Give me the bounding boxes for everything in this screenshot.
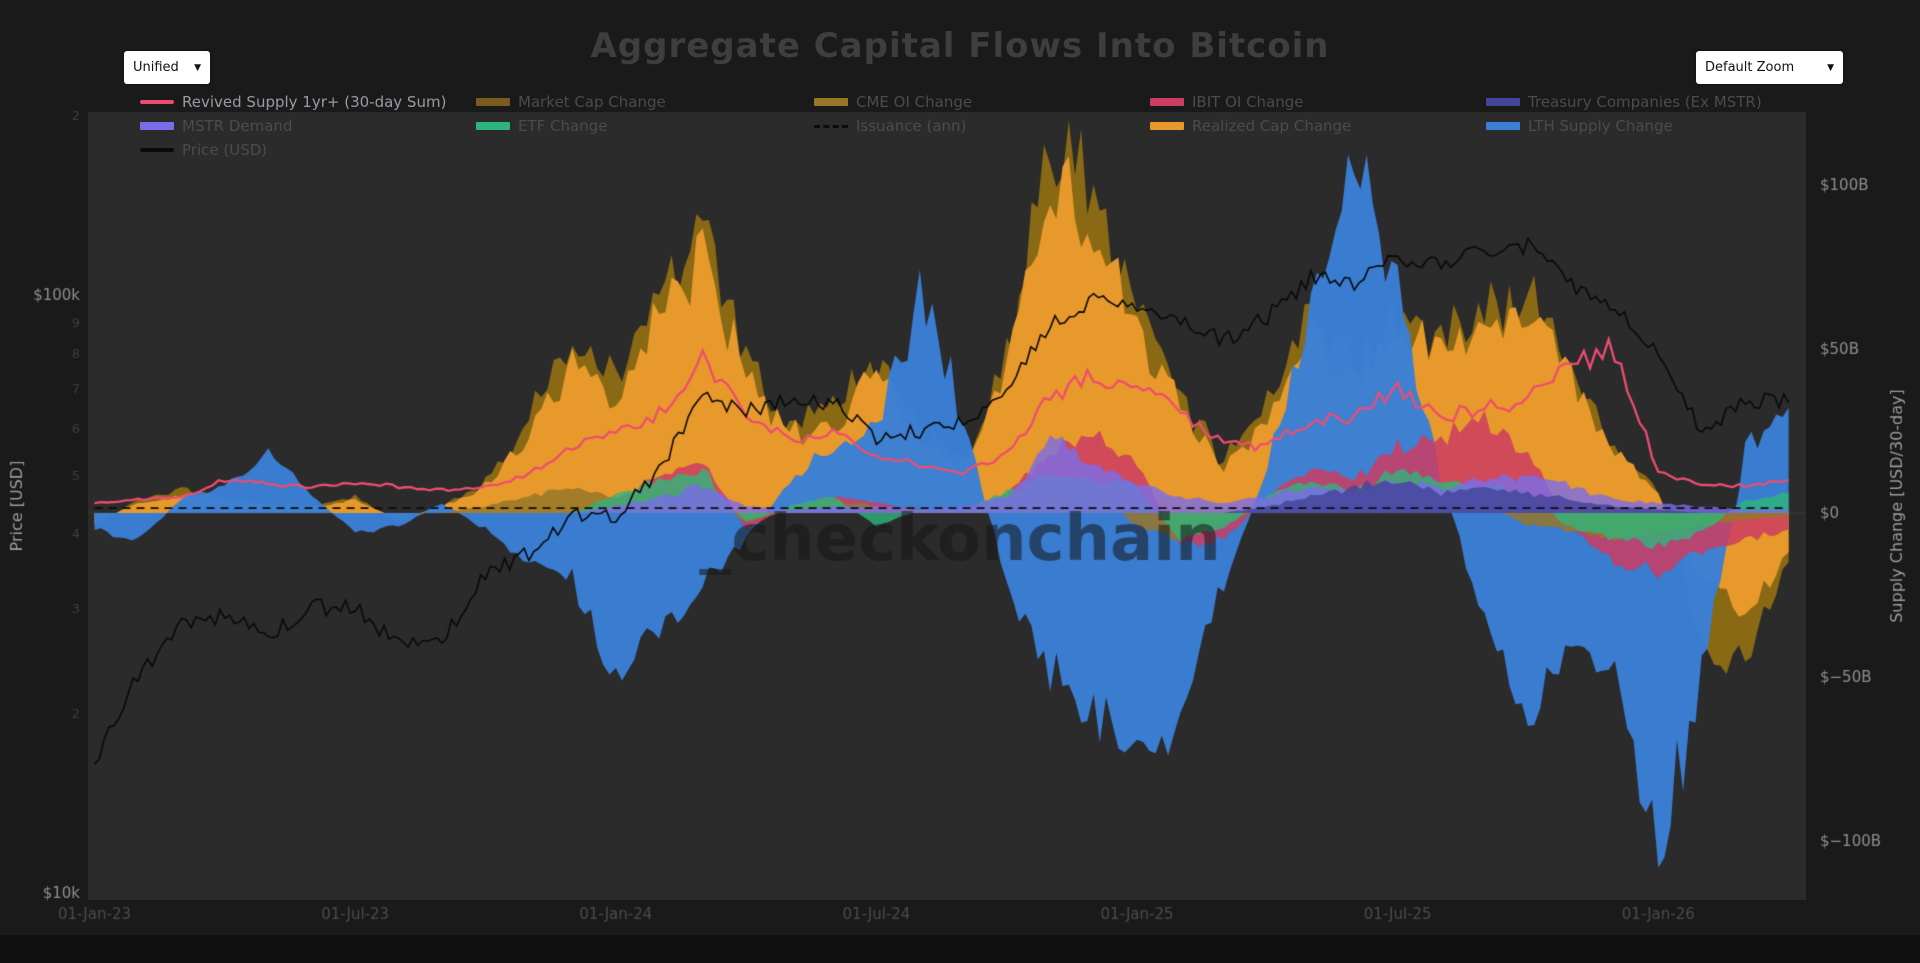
legend-item[interactable]: Issuance (ann) [814, 114, 966, 138]
legend-swatch-icon [1150, 122, 1184, 130]
chart-legend: Revived Supply 1yr+ (30-day Sum) Market C… [140, 90, 1840, 162]
legend-label: Market Cap Change [518, 93, 666, 111]
legend-label: Realized Cap Change [1192, 117, 1352, 135]
legend-item[interactable]: MSTR Demand [140, 114, 292, 138]
legend-label: MSTR Demand [182, 117, 293, 135]
legend-item[interactable]: Treasury Companies (Ex MSTR) [1486, 90, 1762, 114]
zoom-dropdown-value: Default Zoom [1705, 60, 1795, 75]
legend-swatch-icon [814, 124, 848, 128]
legend-item[interactable]: Realized Cap Change [1150, 114, 1351, 138]
legend-item[interactable]: Revived Supply 1yr+ (30-day Sum) [140, 90, 446, 114]
legend-label: IBIT OI Change [1192, 93, 1304, 111]
legend-label: Revived Supply 1yr+ (30-day Sum) [182, 93, 447, 111]
legend-swatch-icon [140, 148, 174, 152]
chart-title: Aggregate Capital Flows Into Bitcoin [590, 26, 1330, 66]
legend-swatch-icon [140, 122, 174, 130]
legend-item[interactable]: LTH Supply Change [1486, 114, 1673, 138]
legend-row: Revived Supply 1yr+ (30-day Sum) Market C… [140, 90, 1840, 114]
legend-swatch-icon [1486, 122, 1520, 130]
legend-swatch-icon [140, 100, 174, 104]
legend-swatch-icon [814, 98, 848, 106]
legend-item[interactable]: Price (USD) [140, 138, 267, 162]
legend-swatch-icon [1486, 98, 1520, 106]
legend-label: Treasury Companies (Ex MSTR) [1528, 93, 1762, 111]
legend-item[interactable]: ETF Change [476, 114, 607, 138]
legend-row: Price (USD) [140, 138, 1840, 162]
legend-swatch-icon [1150, 98, 1184, 106]
legend-label: LTH Supply Change [1528, 117, 1673, 135]
unified-dropdown[interactable]: Unified ▼ [124, 51, 210, 84]
legend-label: Issuance (ann) [856, 117, 967, 135]
unified-dropdown-value: Unified [133, 60, 179, 75]
chevron-down-icon: ▼ [1827, 62, 1834, 73]
legend-item[interactable]: CME OI Change [814, 90, 972, 114]
chevron-down-icon: ▼ [194, 62, 201, 73]
legend-item[interactable]: Market Cap Change [476, 90, 666, 114]
legend-label: ETF Change [518, 117, 608, 135]
legend-swatch-icon [476, 98, 510, 106]
legend-swatch-icon [476, 122, 510, 130]
zoom-dropdown[interactable]: Default Zoom ▼ [1696, 51, 1843, 84]
legend-label: Price (USD) [182, 141, 268, 159]
legend-row: MSTR Demand ETF Change Issuance (ann) Reali… [140, 114, 1840, 138]
legend-item[interactable]: IBIT OI Change [1150, 90, 1304, 114]
legend-label: CME OI Change [856, 93, 973, 111]
